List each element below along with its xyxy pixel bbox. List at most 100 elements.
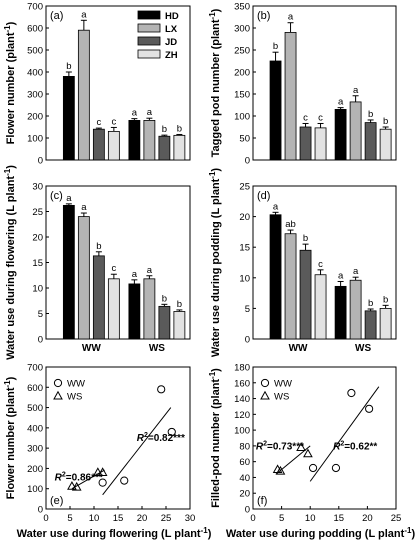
- x-axis-label: Water use during podding (L plant-1): [226, 526, 416, 540]
- significance-letter: a: [147, 107, 153, 118]
- x-tick-label: 5: [279, 513, 284, 524]
- point-WW: [157, 385, 166, 394]
- y-axis-label-superscript: -1: [3, 168, 12, 176]
- regression-line-WW: [309, 386, 380, 482]
- point-WS: [97, 467, 108, 476]
- significance-letter: b: [368, 109, 373, 120]
- y-tick-label: 20: [239, 489, 250, 500]
- significance-letter: a: [132, 269, 138, 280]
- y-tick-label: 200: [27, 464, 43, 475]
- y-axis-label-text: Filled-pod number (plant: [210, 379, 222, 508]
- x-category-label: WS: [355, 343, 371, 354]
- y-tick-label: 15: [32, 258, 43, 269]
- panel-label: (f): [257, 495, 267, 507]
- bar-LX: [349, 279, 362, 340]
- y-tick-label: 300: [27, 444, 43, 455]
- bar-LX: [77, 29, 90, 161]
- significance-letter: b: [177, 123, 182, 134]
- point-WW: [98, 478, 107, 487]
- y-tick-label: 5: [38, 309, 43, 320]
- bar-HD: [269, 214, 282, 340]
- panel-label: (e): [50, 495, 63, 507]
- significance-letter: b: [303, 233, 308, 244]
- bar-JD: [299, 126, 312, 161]
- y-axis-label: Tagged pod number (plant-1): [208, 8, 222, 157]
- legend: WW WS: [260, 379, 292, 403]
- y-tick-label: 100: [27, 134, 43, 145]
- legend-label-HD: HD: [165, 11, 179, 22]
- significance-letter: a: [66, 193, 72, 204]
- significance-letter: c: [111, 116, 116, 127]
- y-axis-label: Flower number (plant-1): [3, 21, 17, 144]
- r2-annotation-WS: R2=0.73***: [256, 440, 304, 452]
- y-axis-label: Water use during podding (L plant-1): [208, 168, 222, 358]
- point-WW: [167, 427, 176, 437]
- panel-label: (c): [50, 190, 63, 202]
- bar-LX: [143, 120, 156, 161]
- y-axis-label-close: ): [5, 376, 17, 380]
- y-tick-label: 80: [239, 441, 250, 452]
- x-tick-label: 10: [89, 513, 100, 524]
- y-tick-label: 300: [234, 24, 250, 35]
- y-tick-label: 0: [38, 335, 43, 346]
- x-axis-label-text: Water use during podding (L plant: [226, 528, 405, 540]
- y-axis-label-text: Flower number (plant: [5, 32, 17, 144]
- bar-HD: [128, 120, 141, 161]
- significance-letter: ab: [285, 219, 296, 230]
- y-tick-label: 0: [245, 156, 250, 167]
- y-axis-label-superscript: -1: [208, 171, 217, 179]
- y-tick-label: 25: [32, 207, 43, 218]
- y-axis-label-superscript: -1: [208, 12, 217, 20]
- y-tick-label: 10: [239, 273, 250, 284]
- r2-symbol: R: [55, 473, 63, 484]
- bar-ZH: [107, 130, 120, 161]
- significance-letter: c: [96, 117, 101, 128]
- y-tick-label: 600: [27, 383, 43, 394]
- bar-HD: [334, 109, 347, 161]
- significance-letter: a: [338, 97, 344, 108]
- legend-label-WS: WS: [67, 392, 82, 403]
- y-tick-label: 100: [27, 484, 43, 495]
- y-tick-label: 300: [27, 90, 43, 101]
- y-tick-label: 100: [234, 112, 250, 123]
- y-tick-label: 5: [245, 304, 250, 315]
- point-WW: [120, 476, 129, 485]
- legend-label-ZH: ZH: [165, 50, 178, 61]
- y-axis-label: Water use during flowering (L plant-1): [3, 165, 17, 360]
- x-tick-label: 15: [334, 513, 345, 524]
- series-WW: [98, 385, 176, 496]
- legend-label-WS: WS: [274, 392, 289, 403]
- r2-symbol: R: [333, 441, 341, 452]
- panel-label: (b): [257, 10, 270, 22]
- y-tick-label: 350: [234, 2, 250, 13]
- y-tick-label: 30: [32, 182, 43, 193]
- y-tick-label: 25: [239, 182, 250, 193]
- r2-value: =0.73***: [267, 441, 304, 452]
- point-WS: [67, 481, 77, 490]
- x-category-label: WW: [289, 343, 308, 354]
- significance-letter: c: [318, 112, 323, 123]
- y-tick-label: 120: [234, 410, 250, 421]
- legend-label-LX: LX: [165, 24, 178, 35]
- y-axis-label-close: ): [5, 21, 17, 25]
- y-tick-label: 0: [38, 156, 43, 167]
- panel-label: (d): [257, 190, 270, 202]
- series-WW: [308, 386, 380, 482]
- bar-JD: [364, 122, 377, 161]
- x-tick-label: 20: [137, 513, 148, 524]
- r2-symbol: R: [256, 441, 264, 452]
- y-tick-label: 600: [27, 24, 43, 35]
- significance-letter: a: [288, 12, 294, 23]
- legend: WW WS: [53, 379, 85, 403]
- r2-value: =0.62**: [344, 441, 377, 452]
- bar-JD: [158, 135, 171, 161]
- y-tick-label: 400: [27, 423, 43, 434]
- legend-swatch-LX: [137, 23, 161, 33]
- bar-HD: [62, 204, 75, 340]
- y-tick-label: 700: [27, 2, 43, 13]
- point-WW: [365, 404, 374, 413]
- bar-ZH: [107, 278, 120, 340]
